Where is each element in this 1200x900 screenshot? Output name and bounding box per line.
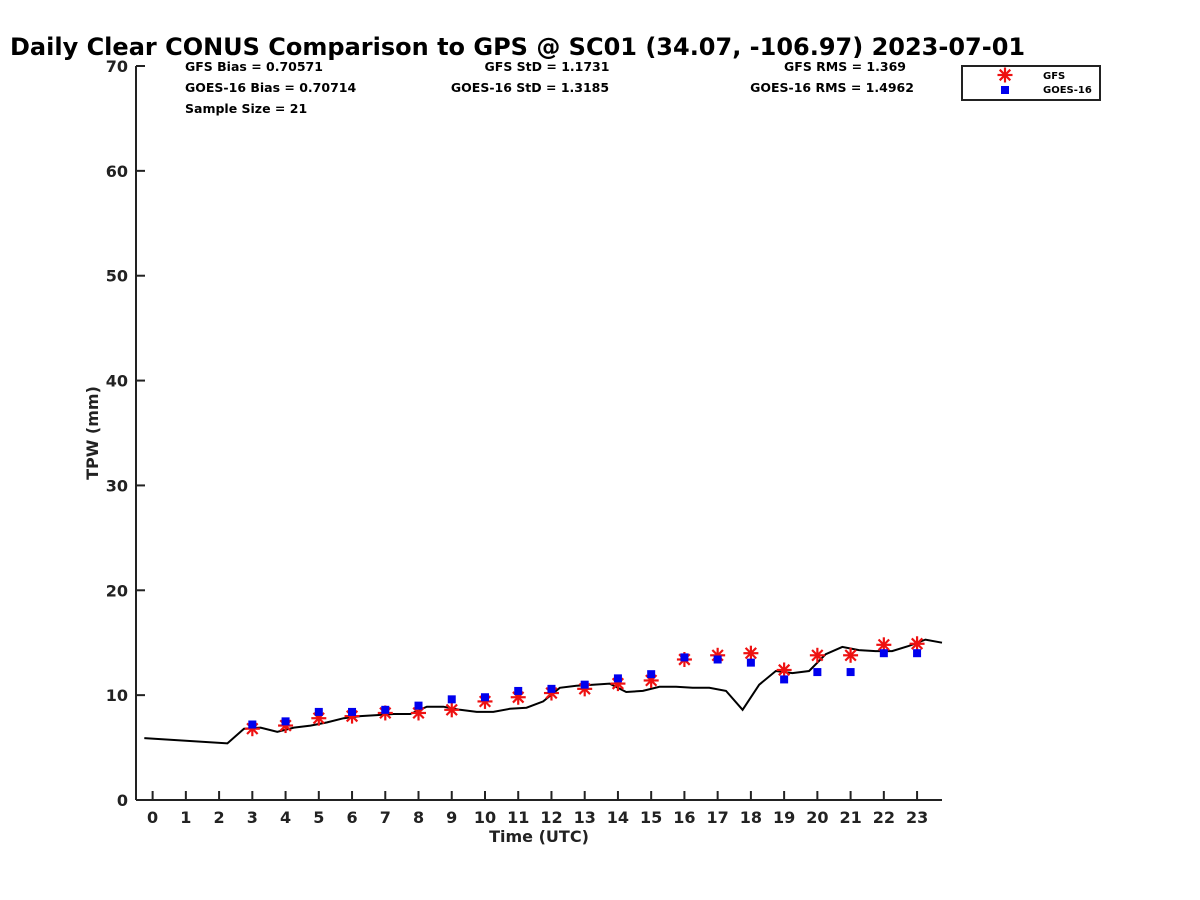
gfs-point (843, 647, 859, 663)
goes16-point (580, 680, 589, 689)
x-tick-label: 14 (607, 808, 629, 827)
gfs-point (743, 645, 759, 661)
gfs-point (909, 636, 925, 652)
y-tick-label: 30 (106, 476, 128, 495)
goes16-point (613, 674, 622, 683)
x-axis-ticks: 0 1 2 3 4 5 6 7 8 9 10 11 12 13 14 15 16 17 18 19 20 21 22 23 (147, 791, 928, 827)
goes16-point (879, 649, 888, 658)
stats-panel: GFS Bias = 0.70571 GOES-16 Bias = 0.7071… (185, 59, 914, 116)
x-tick-label: 10 (474, 808, 496, 827)
stat-sample-size: Sample Size = 21 (185, 101, 307, 116)
gfs-point (776, 662, 792, 678)
x-tick-label: 4 (280, 808, 291, 827)
chart-title: Daily Clear CONUS Comparison to GPS @ SC… (10, 33, 1025, 61)
x-tick-label: 0 (147, 808, 158, 827)
goes16-point (314, 707, 323, 716)
stat-goes-rms: GOES-16 RMS = 1.4962 (750, 80, 914, 95)
gfs-point (809, 647, 825, 663)
legend: GFS GOES-16 (961, 65, 1101, 101)
gps-tpw-line (144, 638, 943, 745)
gfs-point (444, 702, 460, 718)
goes16-point (381, 705, 390, 714)
x-tick-label: 13 (574, 808, 596, 827)
goes16-point (447, 695, 456, 704)
y-tick-label: 70 (106, 57, 128, 76)
y-tick-label: 20 (106, 581, 128, 600)
y-axis-ticks: 0 10 20 30 40 50 60 70 (106, 57, 145, 810)
y-tick-label: 50 (106, 267, 128, 286)
goes16-point (514, 686, 523, 695)
stat-gfs-rms: GFS RMS = 1.369 (784, 59, 906, 74)
goes16-point (547, 684, 556, 693)
goes16-point (480, 693, 489, 702)
x-tick-label: 7 (380, 808, 391, 827)
goes16-point (680, 653, 689, 662)
stat-gfs-std: GFS StD = 1.1731 (485, 59, 610, 74)
goes16-point (846, 668, 855, 677)
goes16-point (348, 707, 357, 716)
x-tick-label: 12 (540, 808, 562, 827)
goes16-point (248, 720, 257, 729)
x-tick-label: 2 (214, 808, 225, 827)
x-tick-label: 20 (806, 808, 828, 827)
stat-goes-std: GOES-16 StD = 1.3185 (451, 80, 609, 95)
x-axis-label: Time (UTC) (489, 827, 589, 846)
goes16-point (780, 675, 789, 684)
goes16-point (281, 717, 290, 726)
y-tick-label: 10 (106, 686, 128, 705)
stat-gfs-bias: GFS Bias = 0.70571 (185, 59, 323, 74)
legend-gfs-marker (997, 67, 1013, 83)
goes16-point (813, 668, 822, 677)
x-tick-label: 17 (707, 808, 729, 827)
x-tick-label: 23 (906, 808, 928, 827)
x-tick-label: 6 (346, 808, 357, 827)
legend-goes-label: GOES-16 (1043, 85, 1092, 96)
x-tick-label: 18 (740, 808, 762, 827)
x-tick-label: 1 (180, 808, 191, 827)
x-tick-label: 11 (507, 808, 529, 827)
x-tick-label: 22 (873, 808, 895, 827)
y-tick-label: 0 (117, 791, 128, 810)
legend-gfs-star (997, 67, 1013, 83)
x-tick-label: 16 (673, 808, 695, 827)
x-tick-label: 8 (413, 808, 424, 827)
x-tick-label: 5 (313, 808, 324, 827)
x-tick-label: 15 (640, 808, 662, 827)
y-axis-label: TPW (mm) (83, 386, 102, 480)
series-layer (144, 636, 943, 745)
goes16-point (647, 670, 656, 679)
legend-goes-marker (1001, 86, 1009, 94)
goes16-point (746, 658, 755, 667)
stat-goes-bias: GOES-16 Bias = 0.70714 (185, 80, 356, 95)
goes16-point (713, 655, 722, 664)
y-tick-label: 40 (106, 372, 128, 391)
y-tick-label: 60 (106, 162, 128, 181)
plot-area (135, 66, 942, 801)
goes16-point (913, 649, 922, 658)
goes16-point (414, 701, 423, 710)
legend-box (961, 65, 1101, 101)
x-tick-label: 21 (839, 808, 861, 827)
x-tick-label: 3 (247, 808, 258, 827)
x-tick-label: 19 (773, 808, 795, 827)
legend-gfs-label: GFS (1043, 71, 1065, 82)
x-tick-label: 9 (446, 808, 457, 827)
